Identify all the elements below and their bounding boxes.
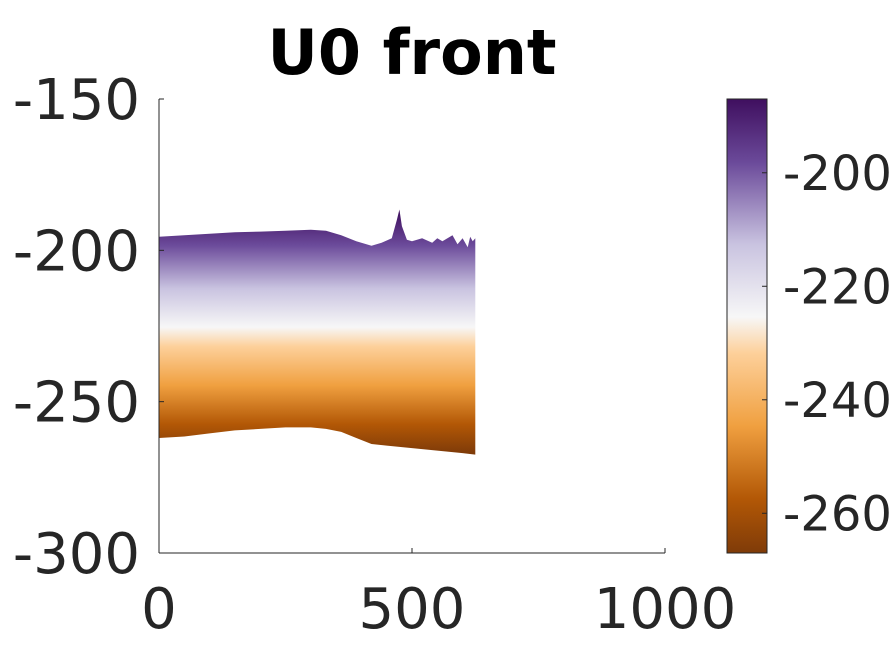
axes [158, 98, 666, 554]
x-tick-label: 1000 [594, 577, 737, 642]
x-tick-labels: 0 500 1000 [141, 577, 736, 642]
y-tick-label: -200 [13, 219, 140, 284]
colorbar-tick-label: -200 [783, 146, 891, 202]
colorbar-tick-label: -240 [783, 373, 891, 429]
chart-title: U0 front [268, 16, 557, 89]
plot-area [159, 209, 476, 455]
x-tick-label: 500 [359, 577, 466, 642]
y-tick-label: -150 [13, 68, 140, 133]
colorbar-tick-label: -260 [783, 486, 891, 542]
y-tick-labels: -150 -200 -250 -300 [13, 68, 140, 587]
x-tick-label: 0 [141, 577, 177, 642]
y-tick-label: -250 [13, 371, 140, 436]
colorbar-tick-label: -220 [783, 259, 891, 315]
y-tick-label: -300 [13, 522, 140, 587]
colorbar-scale [726, 98, 768, 554]
surface-band [159, 209, 476, 455]
colorbar: -200 -220 -240 -260 [726, 98, 891, 554]
